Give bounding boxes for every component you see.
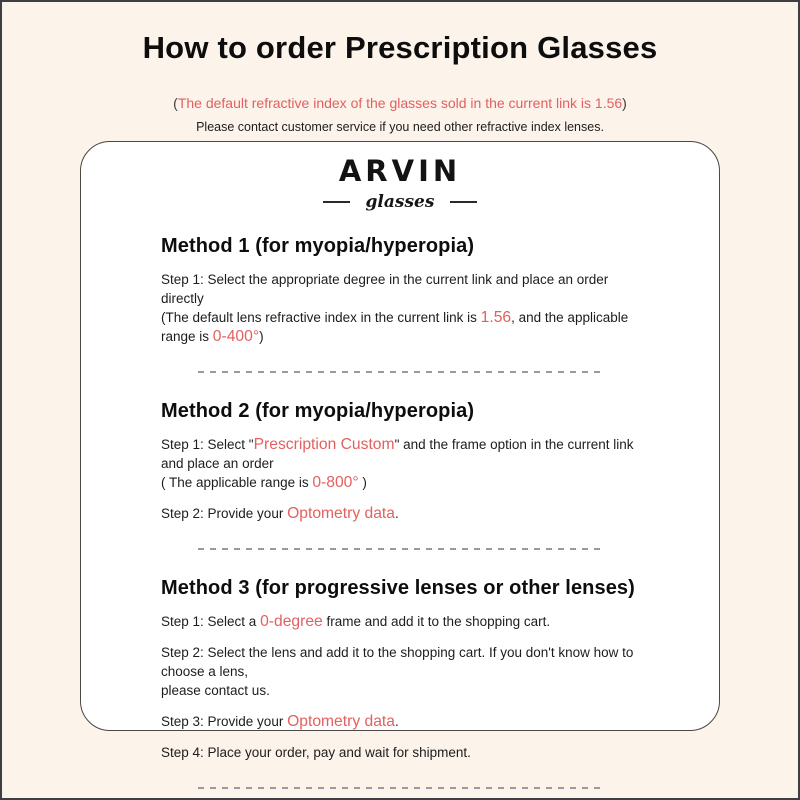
- dashed-divider: [198, 548, 602, 550]
- step-segment: .: [394, 714, 399, 729]
- methods-list: Method 1 (for myopia/hyperopia) Step 1: S…: [161, 234, 639, 789]
- contact-note: Please contact customer service if you n…: [196, 120, 604, 134]
- tagline-left-dash: [322, 201, 350, 203]
- highlight-text: 0-degree: [260, 613, 323, 630]
- step-text: Step 1: Select "Prescription Custom" and…: [161, 435, 639, 492]
- method-heading: Method 3 (for progressive lenses or othe…: [161, 577, 635, 599]
- instructions-card: ARVIN glasses Method 1 (for myopia/hyper…: [80, 141, 720, 789]
- subtitle-highlight: The default refractive index of the glas…: [177, 95, 623, 111]
- subtitle-close-paren: ): [622, 95, 627, 111]
- step-segment: (The default lens refractive index in th…: [161, 310, 481, 325]
- step-segment: Step 4: Place your order, pay and wait f…: [161, 745, 471, 760]
- step-text: Step 3: Provide your Optometry data.: [161, 712, 639, 731]
- step-segment: Step 1: Select the appropriate degree in…: [161, 272, 609, 306]
- tagline-text: glasses: [365, 192, 435, 212]
- dashed-divider: [198, 787, 602, 789]
- brand-tagline: glasses: [161, 191, 639, 213]
- method-heading: Method 2 (for myopia/hyperopia): [161, 400, 475, 422]
- highlight-text: Optometry data: [287, 505, 395, 522]
- dashed-divider: [198, 371, 602, 373]
- method-section: Method 1 (for myopia/hyperopia) Step 1: S…: [161, 234, 639, 346]
- page-title: How to order Prescription Glasses: [142, 30, 658, 65]
- step-segment: Step 3: Provide your: [161, 714, 288, 729]
- step-text: Step 4: Place your order, pay and wait f…: [161, 743, 639, 762]
- highlight-text: Optometry data: [287, 713, 395, 730]
- step-segment: ): [259, 329, 264, 344]
- brand-logo: ARVIN glasses: [161, 154, 639, 213]
- refractive-index-subtitle: (The default refractive index of the gla…: [2, 94, 798, 112]
- step-segment: Step 2: Provide your: [161, 506, 288, 521]
- highlight-text: Prescription Custom: [253, 436, 395, 453]
- step-text: Step 1: Select the appropriate degree in…: [161, 270, 639, 346]
- highlight-text: 0-400°: [212, 328, 260, 345]
- step-text: Step 2: Provide your Optometry data.: [161, 504, 639, 523]
- step-segment: " and the frame option in the current li…: [161, 437, 634, 471]
- step-segment: .: [394, 506, 399, 521]
- highlight-text: 1.56: [480, 309, 512, 326]
- step-segment: frame and add it to the shopping cart.: [322, 614, 551, 629]
- step-text: Step 1: Select a 0-degree frame and add …: [161, 612, 639, 631]
- highlight-text: 0-800°: [312, 474, 359, 491]
- step-segment: ( The applicable range is: [161, 475, 313, 490]
- step-segment: ): [358, 475, 367, 490]
- step-segment: Step 2: Select the lens and add it to th…: [161, 645, 634, 679]
- step-segment: please contact us.: [161, 683, 270, 698]
- step-segment: Step 1: Select a: [161, 614, 261, 629]
- method-heading: Method 1 (for myopia/hyperopia): [161, 235, 475, 257]
- subtitle-open-paren: (: [173, 95, 178, 111]
- method-section: Method 3 (for progressive lenses or othe…: [161, 576, 639, 762]
- brand-name: ARVIN: [338, 154, 462, 188]
- step-segment: Step 1: Select ": [161, 437, 254, 452]
- step-text: Step 2: Select the lens and add it to th…: [161, 643, 639, 700]
- step-segment: , and the applicable range is: [161, 310, 629, 344]
- tagline-right-dash: [450, 201, 478, 203]
- method-section: Method 2 (for myopia/hyperopia) Step 1: S…: [161, 399, 639, 523]
